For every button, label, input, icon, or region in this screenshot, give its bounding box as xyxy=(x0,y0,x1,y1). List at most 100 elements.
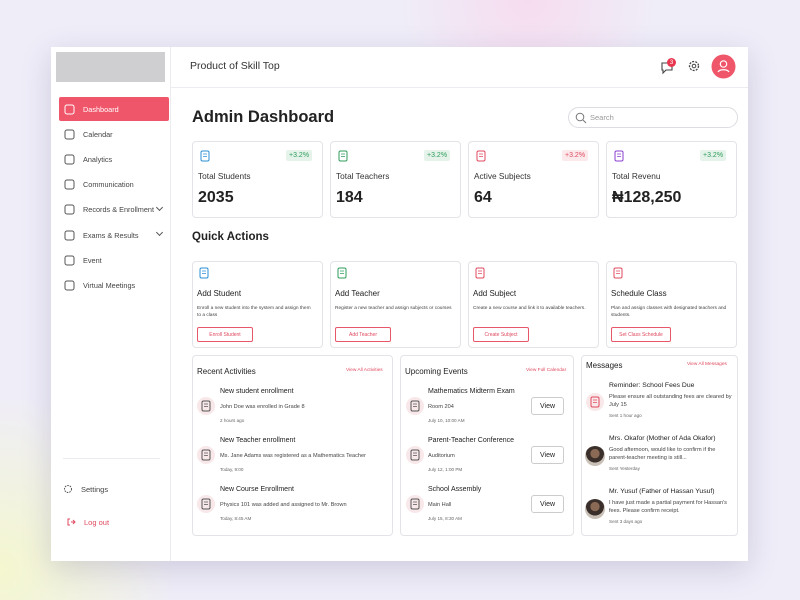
user-avatar[interactable] xyxy=(711,54,736,79)
message-time: Sent Yesterday xyxy=(609,466,640,471)
activity-detail: John Doe was enrolled in Grade 8 xyxy=(220,404,305,410)
message-title: Mrs. Okafor (Mother of Ada Okafor) xyxy=(609,435,716,442)
search-icon xyxy=(575,112,587,124)
event-time: July 10, 10:00 AM xyxy=(428,418,465,423)
event-time: July 12, 1:00 PM xyxy=(428,467,463,472)
view-button[interactable]: View xyxy=(531,397,564,415)
panel xyxy=(192,355,393,536)
view-button[interactable]: View xyxy=(531,446,564,464)
nav-icon xyxy=(64,204,75,215)
activity-title: New student enrollment xyxy=(220,388,294,395)
search-placeholder: Search xyxy=(590,113,614,122)
logout-link[interactable]: Log out xyxy=(84,518,110,527)
nav-item[interactable]: Dashboard xyxy=(83,104,119,114)
activity-icon xyxy=(197,446,215,464)
stat-label: Total Students xyxy=(198,171,251,181)
nav-item[interactable]: Communication xyxy=(83,180,134,190)
page-title: Admin Dashboard xyxy=(192,108,335,126)
stat-icon xyxy=(476,150,486,162)
view-button[interactable]: View xyxy=(531,495,564,513)
settings-nav-icon xyxy=(64,485,72,493)
stat-label: Total Teachers xyxy=(336,171,390,181)
activity-detail: Ms. Jane Adams was registered as a Mathe… xyxy=(220,453,367,459)
logo-placeholder xyxy=(56,52,165,82)
notification-badge: 3 xyxy=(667,58,676,67)
stat-icon xyxy=(200,150,210,162)
section-title: Quick Actions xyxy=(192,231,269,243)
nav-item[interactable]: Exams & Results xyxy=(83,230,139,240)
event-location: Room 204 xyxy=(428,404,454,410)
panel xyxy=(581,355,738,536)
nav-item[interactable]: Analytics xyxy=(83,154,113,164)
sidebar-divider xyxy=(63,458,160,459)
action-icon xyxy=(337,267,347,279)
nav-item[interactable]: Calendar xyxy=(83,129,113,139)
action-button[interactable]: Create Subject xyxy=(473,327,529,342)
stat-change: +3.2% xyxy=(286,150,313,161)
event-icon xyxy=(406,495,424,513)
nav-icon xyxy=(64,104,75,114)
activity-icon xyxy=(197,397,215,415)
stat-change: +3.2% xyxy=(700,150,727,161)
action-title: Add Subject xyxy=(473,289,517,298)
panel-link[interactable]: View All Activities xyxy=(346,368,383,373)
event-title: Mathematics Midterm Exam xyxy=(428,388,515,395)
action-button[interactable]: Set Class Schedule xyxy=(611,327,671,342)
event-title: School Assembly xyxy=(428,486,482,493)
nav-icon xyxy=(64,179,75,190)
stat-change: +3.2% xyxy=(424,150,451,161)
activity-time: Today, 9:00 xyxy=(220,467,244,472)
message-title: Mr. Yusuf (Father of Hassan Yusuf) xyxy=(609,488,715,495)
stat-icon xyxy=(614,150,624,162)
stat-value: 184 xyxy=(336,189,363,206)
action-card xyxy=(192,261,323,348)
event-location: Main Hall xyxy=(428,502,452,508)
stat-card xyxy=(468,141,599,218)
panel-title: Upcoming Events xyxy=(405,367,468,376)
stat-value: 64 xyxy=(474,189,492,206)
nav-icon xyxy=(64,129,75,140)
event-icon xyxy=(406,397,424,415)
activity-time: 2 hours ago xyxy=(220,418,245,423)
stat-card xyxy=(330,141,461,218)
message-time: Sent 1 hour ago xyxy=(609,413,642,418)
action-description: Create a new course and link it to avail… xyxy=(473,306,586,311)
activity-title: New Course Enrollment xyxy=(220,486,294,493)
activity-detail: Physics 101 was added and assigned to Mr… xyxy=(220,502,347,508)
header-border xyxy=(170,87,748,88)
event-title: Parent-Teacher Conference xyxy=(428,437,514,444)
message-icon xyxy=(586,393,604,411)
settings-link[interactable]: Settings xyxy=(81,485,109,494)
stat-change: +3.2% xyxy=(562,150,589,161)
stat-icon xyxy=(338,150,348,162)
stat-value: 2035 xyxy=(198,189,234,206)
settings-icon[interactable] xyxy=(687,59,701,73)
activity-title: New Teacher enrollment xyxy=(220,437,296,444)
nav-icon xyxy=(64,154,75,165)
panel-title: Messages xyxy=(586,361,623,370)
nav-item[interactable]: Event xyxy=(83,255,102,265)
panel-link[interactable]: View Full Calendar xyxy=(526,368,567,373)
message-body: Good afternoon, would like to confirm if… xyxy=(609,447,716,461)
message-time: Sent 3 days ago xyxy=(609,519,643,524)
action-icon xyxy=(475,267,485,279)
action-title: Add Student xyxy=(197,289,242,298)
message-body: I have just made a partial payment for H… xyxy=(609,500,727,514)
nav-item[interactable]: Records & Enrollment xyxy=(83,205,154,215)
action-button[interactable]: Add Teacher xyxy=(335,327,391,342)
panel-title: Recent Activities xyxy=(197,367,256,376)
nav-icon xyxy=(64,255,75,266)
nav-active-bg xyxy=(59,97,169,121)
action-description: Plan and assign classes with designated … xyxy=(611,306,727,318)
stat-label: Active Subjects xyxy=(474,171,531,181)
activity-time: Today, 8:45 AM xyxy=(220,516,252,521)
sidebar-border xyxy=(170,47,171,561)
search-box[interactable] xyxy=(568,107,738,128)
action-button[interactable]: Enroll Student xyxy=(197,327,253,342)
nav-item[interactable]: Virtual Meetings xyxy=(83,280,136,290)
action-icon xyxy=(613,267,623,279)
panel-link[interactable]: View All Messages xyxy=(687,362,727,367)
event-location: Auditorium xyxy=(428,453,455,459)
